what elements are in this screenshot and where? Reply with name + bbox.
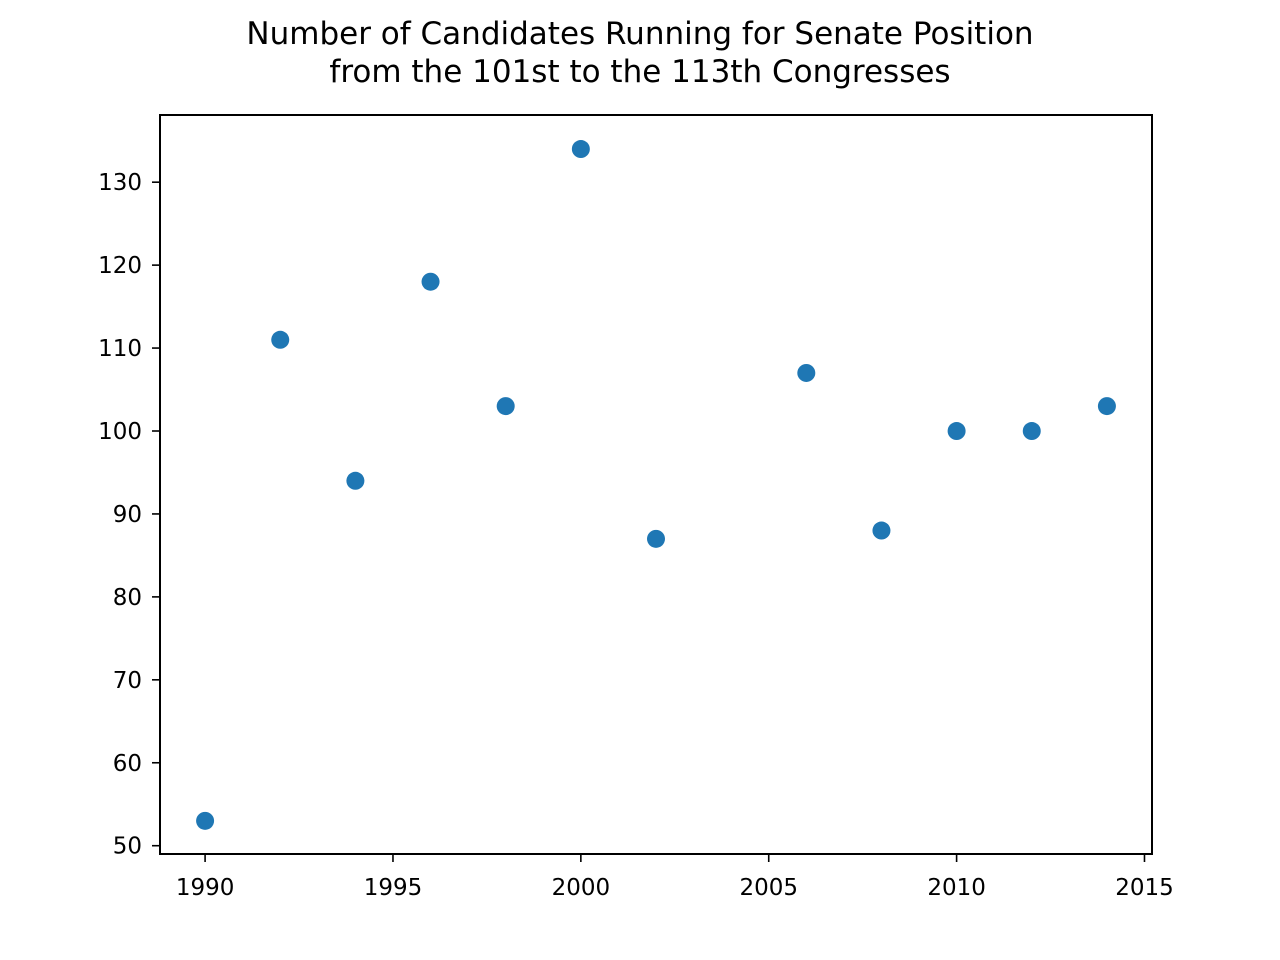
y-tick-label: 130	[98, 170, 142, 196]
x-tick-label: 2005	[739, 875, 798, 901]
data-point	[947, 422, 966, 441]
data-point	[421, 272, 440, 291]
y-tick-label: 80	[113, 585, 142, 611]
y-tick-label: 110	[98, 336, 142, 362]
data-point	[1097, 397, 1116, 416]
x-tick-label: 2010	[927, 875, 986, 901]
x-tick-label: 2015	[1115, 875, 1174, 901]
y-tick-label: 90	[113, 502, 142, 528]
data-point	[496, 397, 515, 416]
data-points	[196, 140, 1116, 830]
data-point	[797, 363, 816, 382]
x-axis-ticks: 1990 1995 2000 2005 2010 2015	[176, 854, 1174, 901]
y-tick-label: 100	[98, 419, 142, 445]
data-point	[271, 330, 290, 349]
data-point	[346, 471, 365, 490]
y-axis-ticks: 50 60 70 80 90 100 110 120 130	[98, 170, 160, 860]
data-point	[571, 140, 590, 159]
chart-title: Number of Candidates Running for Senate …	[246, 16, 1033, 52]
data-point	[1022, 422, 1041, 441]
y-tick-label: 60	[113, 751, 142, 777]
y-tick-label: 50	[113, 834, 142, 860]
x-tick-label: 1990	[176, 875, 235, 901]
chart-subtitle: from the 101st to the 113th Congresses	[329, 54, 950, 90]
data-point	[647, 529, 665, 548]
y-tick-label: 70	[113, 668, 142, 694]
plot-area-frame	[159, 114, 1153, 855]
data-point	[872, 521, 891, 540]
x-tick-label: 1995	[364, 875, 423, 901]
x-tick-label: 2000	[552, 875, 611, 901]
data-point	[196, 811, 215, 830]
y-tick-label: 120	[98, 253, 142, 279]
